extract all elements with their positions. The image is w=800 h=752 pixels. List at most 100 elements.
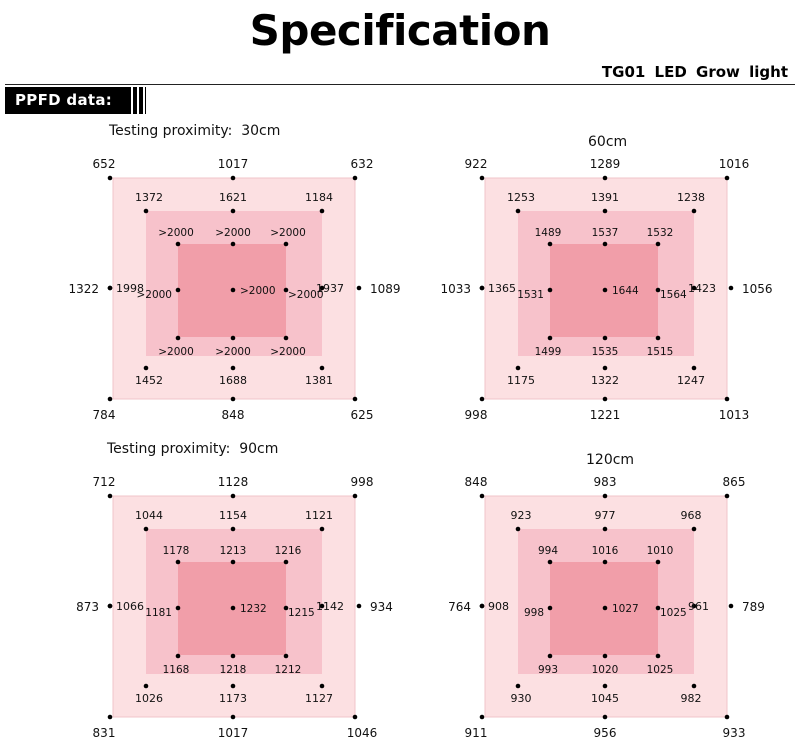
middle-value-bm: 1322 (591, 374, 619, 387)
outer-value-ml: 764 (448, 600, 471, 614)
inner-value-br: >2000 (270, 346, 306, 358)
middle-value-bm: 1173 (219, 692, 247, 705)
outer-measure-point (107, 396, 113, 402)
middle-value-tr: 968 (681, 509, 702, 522)
middle-measure-point (515, 683, 521, 689)
middle-measure-point (143, 683, 149, 689)
outer-value-bm: 848 (222, 408, 245, 422)
inner-measure-point (283, 287, 289, 293)
middle-value-bl: 1026 (135, 692, 163, 705)
outer-value-bl: 998 (465, 408, 488, 422)
middle-measure-point (143, 526, 149, 532)
inner-value-ml: 998 (524, 607, 544, 619)
outer-value-ml: 1033 (440, 282, 471, 296)
inner-value-bl: 993 (538, 664, 558, 676)
inner-measure-point (175, 653, 181, 659)
inner-measure-point (283, 335, 289, 341)
middle-measure-point (107, 603, 113, 609)
inner-measure-point (655, 335, 661, 341)
middle-value-br: 1247 (677, 374, 705, 387)
middle-value-tl: 1044 (135, 509, 163, 522)
product-name: TG01 LED Grow light (601, 63, 788, 81)
inner-value-mr: 1025 (660, 607, 687, 619)
outer-measure-point (479, 175, 485, 181)
middle-measure-point (479, 285, 485, 291)
inner-measure-point (602, 335, 608, 341)
outer-measure-point (602, 493, 608, 499)
middle-measure-point (230, 365, 236, 371)
outer-measure-point (356, 285, 362, 291)
middle-value-mr: 961 (688, 600, 709, 613)
inner-measure-point (655, 287, 661, 293)
outer-measure-point (479, 714, 485, 720)
outer-measure-point (728, 285, 734, 291)
middle-measure-point (230, 683, 236, 689)
middle-measure-point (515, 526, 521, 532)
middle-value-bm: 1045 (591, 692, 619, 705)
outer-measure-point (230, 396, 236, 402)
outer-value-br: 625 (351, 408, 374, 422)
inner-measure-point (655, 653, 661, 659)
outer-value-bl: 784 (93, 408, 116, 422)
middle-measure-point (691, 526, 697, 532)
inner-measure-point (283, 653, 289, 659)
inner-value-bl: >2000 (158, 346, 194, 358)
middle-measure-point (602, 208, 608, 214)
outer-measure-point (352, 175, 358, 181)
middle-value-mr: 1142 (316, 600, 344, 613)
page-title: Specification (249, 6, 551, 55)
inner-value-mr: 1215 (288, 607, 315, 619)
inner-measure-point (547, 287, 553, 293)
outer-measure-point (724, 714, 730, 720)
middle-value-tm: 977 (595, 509, 616, 522)
outer-measure-point (107, 175, 113, 181)
middle-value-br: 982 (681, 692, 702, 705)
outer-value-tl: 848 (465, 475, 488, 489)
inner-measure-point (547, 559, 553, 565)
outer-measure-point (479, 493, 485, 499)
inner-value-ml: 1531 (517, 289, 544, 301)
outer-measure-point (602, 175, 608, 181)
outer-measure-point (107, 714, 113, 720)
panel-60cm-heading: 60cm (588, 134, 628, 150)
outer-value-br: 933 (723, 726, 746, 740)
outer-value-bl: 831 (93, 726, 116, 740)
inner-value-tl: 994 (538, 545, 558, 557)
outer-value-mr: 934 (370, 600, 393, 614)
middle-measure-point (602, 683, 608, 689)
inner-measure-point (230, 605, 236, 611)
outer-value-bm: 956 (594, 726, 617, 740)
outer-value-tr: 632 (351, 157, 374, 171)
outer-value-tl: 652 (93, 157, 116, 171)
middle-value-tr: 1184 (305, 191, 333, 204)
inner-value-ml: 1181 (145, 607, 172, 619)
inner-value-tm: 1213 (220, 545, 247, 557)
inner-measure-point (175, 559, 181, 565)
outer-measure-point (352, 714, 358, 720)
middle-value-tr: 1121 (305, 509, 333, 522)
middle-measure-point (143, 365, 149, 371)
outer-value-tr: 865 (723, 475, 746, 489)
middle-value-tl: 923 (511, 509, 532, 522)
badge-stripe (143, 87, 145, 114)
inner-value-bm: >2000 (215, 346, 251, 358)
outer-measure-point (479, 396, 485, 402)
inner-value-tr: 1216 (275, 545, 302, 557)
middle-measure-point (691, 285, 697, 291)
inner-value-br: 1212 (275, 664, 302, 676)
outer-measure-point (724, 493, 730, 499)
middle-value-ml: 1998 (116, 282, 144, 295)
middle-measure-point (143, 208, 149, 214)
outer-measure-point (230, 493, 236, 499)
inner-measure-point (230, 335, 236, 341)
inner-measure-point (547, 605, 553, 611)
inner-measure-point (283, 559, 289, 565)
inner-measure-point (547, 653, 553, 659)
panel-30cm-heading: Testing proximity: 30cm (109, 123, 281, 139)
middle-value-br: 1381 (305, 374, 333, 387)
middle-measure-point (515, 208, 521, 214)
inner-value-tl: >2000 (158, 227, 194, 239)
inner-measure-point (230, 241, 236, 247)
outer-measure-point (230, 175, 236, 181)
middle-value-tl: 1253 (507, 191, 535, 204)
